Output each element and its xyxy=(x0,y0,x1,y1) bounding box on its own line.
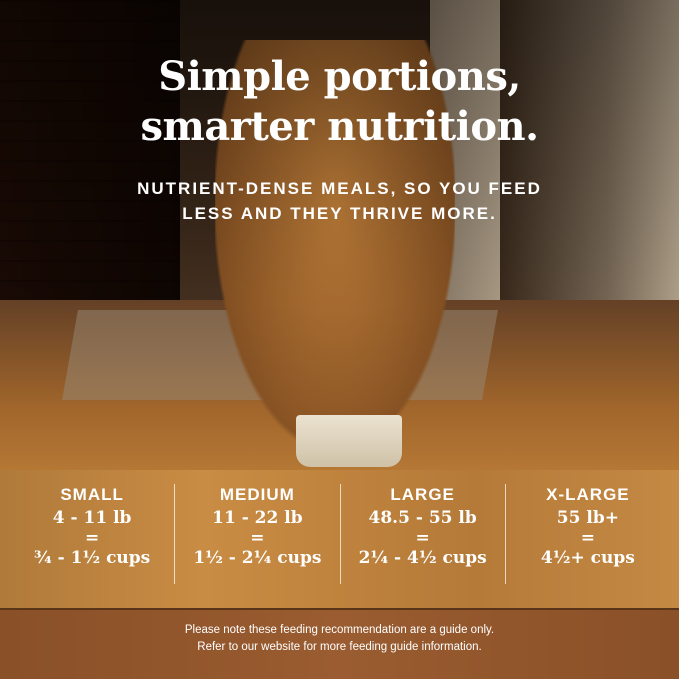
headline: Simple portions, smarter nutrition. xyxy=(0,52,679,152)
dog-image xyxy=(215,40,455,450)
size-weight: 4 - 11 lb xyxy=(52,508,132,528)
size-name: LARGE xyxy=(390,485,455,504)
size-weight: 48.5 - 55 lb xyxy=(368,508,477,528)
subheadline: NUTRIENT-DENSE MEALS, SO YOU FEED LESS A… xyxy=(0,176,679,226)
size-weight: 11 - 22 lb xyxy=(212,508,303,528)
size-cups: ¾ - 1½ cups xyxy=(33,548,151,568)
subheadline-line-2: LESS AND THEY THRIVE MORE. xyxy=(182,204,497,223)
size-cups: 1½ - 2¼ cups xyxy=(193,548,322,568)
equals-sign: = xyxy=(250,528,265,548)
size-cups: 4½+ cups xyxy=(540,548,635,568)
size-weight: 55 lb+ xyxy=(556,508,619,528)
wood-plank-footer xyxy=(0,608,679,679)
equals-sign: = xyxy=(415,528,430,548)
headline-line-1: Simple portions, xyxy=(158,53,521,100)
disclaimer-note: Please note these feeding recommendation… xyxy=(0,622,679,656)
note-line-1: Please note these feeding recommendation… xyxy=(184,624,495,636)
size-small: SMALL 4 - 11 lb = ¾ - 1½ cups xyxy=(10,484,174,584)
headline-line-2: smarter nutrition. xyxy=(140,103,539,150)
food-bowl xyxy=(296,415,402,467)
size-medium: MEDIUM 11 - 22 lb = 1½ - 2¼ cups xyxy=(174,484,339,584)
size-name: X-LARGE xyxy=(546,485,630,504)
equals-sign: = xyxy=(580,528,595,548)
subheadline-line-1: NUTRIENT-DENSE MEALS, SO YOU FEED xyxy=(137,179,542,198)
note-line-2: Refer to our website for more feeding gu… xyxy=(197,641,482,653)
size-cups: 2¼ - 4½ cups xyxy=(358,548,487,568)
equals-sign: = xyxy=(85,528,100,548)
size-x-large: X-LARGE 55 lb+ = 4½+ cups xyxy=(504,484,670,584)
portion-guide: SMALL 4 - 11 lb = ¾ - 1½ cups MEDIUM 11 … xyxy=(10,484,670,584)
size-name: SMALL xyxy=(60,485,124,504)
size-name: MEDIUM xyxy=(219,485,295,504)
size-large: LARGE 48.5 - 55 lb = 2¼ - 4½ cups xyxy=(339,484,505,584)
